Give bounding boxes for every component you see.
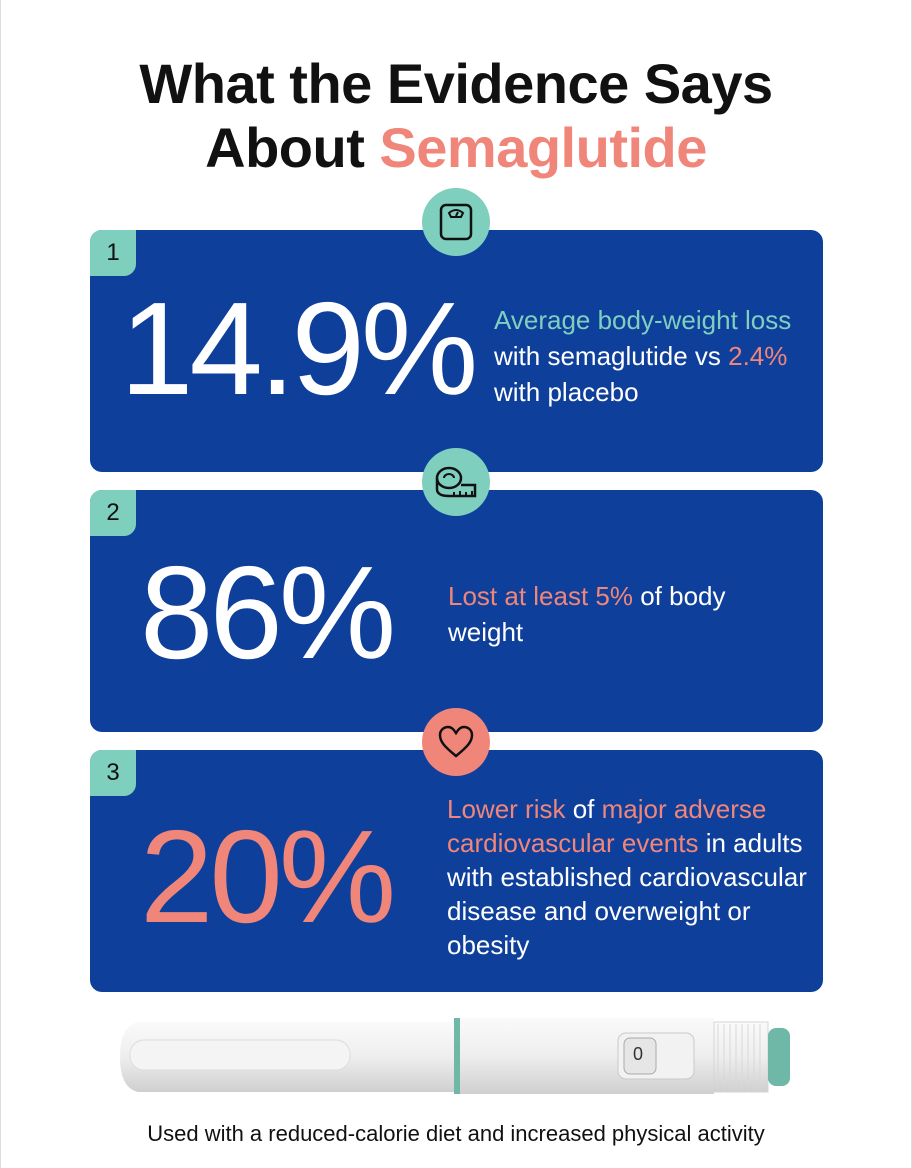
footer-note: Used with a reduced-calorie diet and inc… xyxy=(147,1121,765,1146)
tape-measure-icon xyxy=(422,448,490,516)
card-number: 2 xyxy=(90,490,136,536)
stat-card-weight-loss: 1 14.9% Average body-weight loss with se… xyxy=(90,188,823,472)
scale-icon xyxy=(422,188,490,256)
page-title: What the Evidence Says About Semaglutide xyxy=(139,52,773,179)
stat-card-cardiovascular: 3 20% Lower risk of major adverse cardio… xyxy=(90,708,823,992)
stat-description: Lower risk of major adverse cardiovascul… xyxy=(447,794,807,960)
dose-display: 0 xyxy=(633,1044,644,1064)
heart-icon xyxy=(422,708,490,776)
stat-value: 20% xyxy=(140,803,396,950)
card-number: 1 xyxy=(90,230,136,276)
stat-description: Average body-weight loss with semaglutid… xyxy=(494,305,792,407)
injection-pen-image: 0 xyxy=(118,1016,796,1096)
stat-description: Lost at least 5% of body weight xyxy=(448,581,726,647)
stat-card-five-percent: 2 86% Lost at least 5% of body weight xyxy=(90,448,823,732)
stat-value: 86% xyxy=(140,539,396,686)
stat-value: 14.9% xyxy=(120,275,478,422)
card-number: 3 xyxy=(90,750,136,796)
